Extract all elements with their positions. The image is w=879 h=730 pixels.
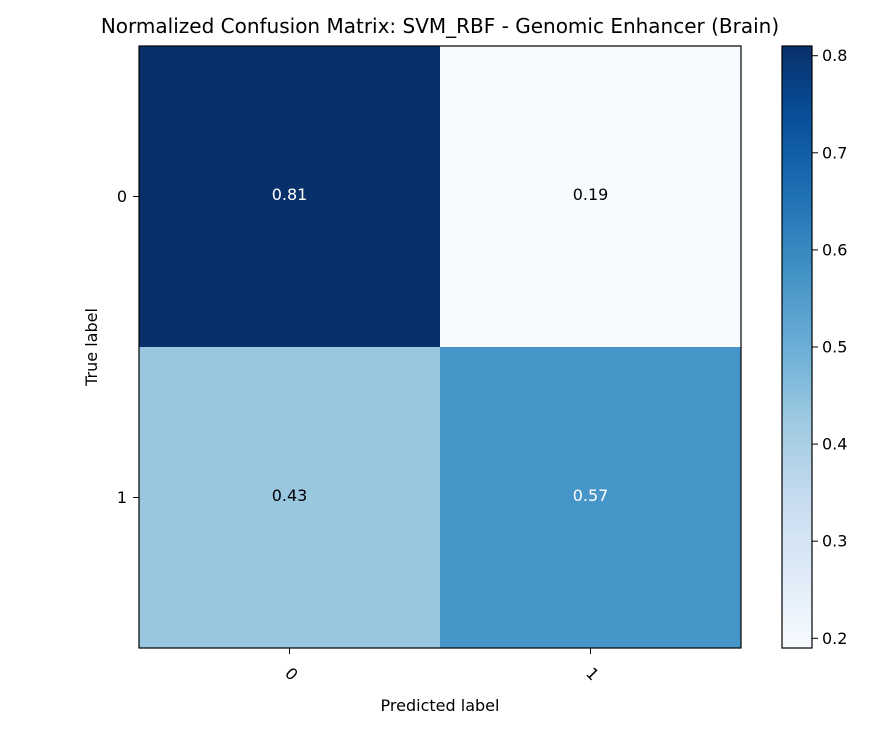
colorbar-tick-label: 0.7 <box>822 143 847 162</box>
matrix-cell <box>139 347 440 648</box>
colorbar-tick-label: 0.4 <box>822 435 847 454</box>
y-axis-ticks: 01 <box>117 187 139 507</box>
colorbar-tick-label: 0.8 <box>822 46 847 65</box>
colorbar-tick-label: 0.6 <box>822 240 847 259</box>
x-tick-label: 1 <box>582 664 603 685</box>
x-tick-label: 0 <box>281 664 302 685</box>
chart-title: Normalized Confusion Matrix: SVM_RBF - G… <box>101 14 779 38</box>
y-tick-label: 1 <box>117 488 127 507</box>
cell-value-label: 0.43 <box>272 486 308 505</box>
y-axis-label: True label <box>82 308 101 387</box>
colorbar-tick-label: 0.5 <box>822 338 847 357</box>
cell-value-label: 0.81 <box>272 185 308 204</box>
y-tick-label: 0 <box>117 187 127 206</box>
colorbar-tick-label: 0.2 <box>822 629 847 648</box>
matrix-cell <box>440 46 741 347</box>
cell-value-label: 0.19 <box>573 185 609 204</box>
plot-frame <box>138 45 742 649</box>
x-axis-label: Predicted label <box>381 696 500 715</box>
colorbar-ticks: 0.2 0.3 0.4 0.5 0.6 0.7 0.8 <box>812 46 847 648</box>
matrix-cells <box>139 46 741 648</box>
matrix-cell <box>139 46 440 347</box>
matrix-cell-labels: 0.81 0.19 0.43 0.57 <box>272 185 609 505</box>
colorbar <box>781 45 813 649</box>
cell-value-label: 0.57 <box>573 486 609 505</box>
colorbar-tick-label: 0.3 <box>822 532 847 551</box>
matrix-cell <box>440 347 741 648</box>
